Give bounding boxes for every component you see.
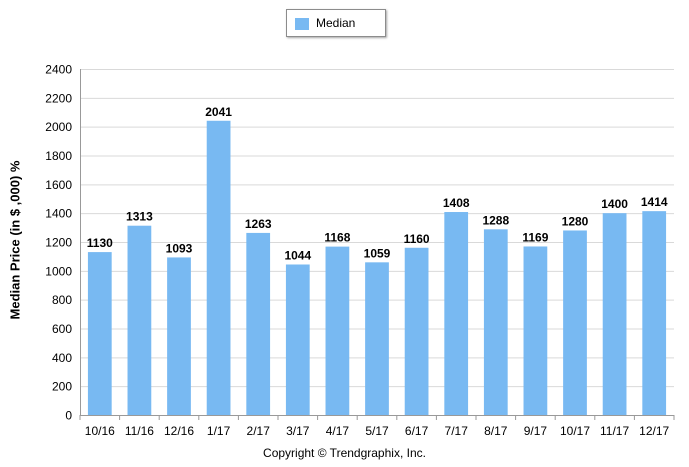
- y-tick-label: 1600: [45, 178, 72, 192]
- x-tick-label: 4/17: [326, 424, 350, 438]
- y-tick-label: 2200: [45, 91, 72, 105]
- bar-3-17: [285, 264, 310, 415]
- legend: Median: [286, 9, 386, 37]
- y-tick-label: 0: [65, 409, 72, 423]
- x-tick-label: 6/17: [405, 424, 429, 438]
- data-label: 1169: [522, 230, 548, 244]
- bar-2-17: [246, 232, 271, 415]
- bar-9-17: [523, 246, 548, 415]
- data-label: 1288: [482, 213, 509, 227]
- bar-11-16: [127, 225, 152, 415]
- data-label: 1313: [126, 210, 153, 224]
- y-tick-label: 2000: [45, 120, 72, 134]
- data-label: 1168: [324, 231, 350, 245]
- x-tick-label: 10/16: [85, 424, 115, 438]
- x-tick-label: 10/17: [560, 424, 590, 438]
- bar-10-17: [563, 230, 587, 415]
- bar-10-16: [87, 252, 112, 415]
- data-label: 1263: [245, 217, 272, 231]
- data-label: 1044: [284, 248, 311, 262]
- y-tick-label: 200: [52, 380, 72, 394]
- x-tick-label: 9/17: [524, 424, 548, 438]
- x-tick-label: 8/17: [484, 424, 508, 438]
- x-tick-label: 11/17: [600, 424, 629, 438]
- y-tick-label: 1000: [45, 264, 72, 278]
- y-tick-label: 2400: [45, 63, 72, 77]
- y-tick-label: 1800: [45, 149, 72, 163]
- bar-11-17: [602, 213, 627, 415]
- data-label: 1408: [443, 196, 470, 210]
- y-tick-label: 800: [52, 293, 72, 307]
- data-label: 1280: [562, 214, 589, 228]
- copyright-text: Copyright © Trendgraphix, Inc.: [263, 446, 426, 460]
- y-tick-label: 1200: [45, 236, 72, 250]
- data-label: 2041: [205, 105, 232, 119]
- x-tick-label: 3/17: [286, 424, 310, 438]
- bar-5-17: [365, 262, 389, 415]
- bar-6-17: [404, 247, 429, 415]
- y-tick-label: 600: [52, 322, 72, 336]
- y-tick-label: 400: [52, 351, 72, 365]
- data-label: 1093: [166, 241, 193, 255]
- bar-8-17: [483, 229, 508, 415]
- x-tick-label: 7/17: [445, 424, 469, 438]
- data-label: 1130: [87, 236, 113, 250]
- x-tick-label: 5/17: [365, 424, 389, 438]
- data-label: 1400: [601, 197, 628, 211]
- bar-7-17: [444, 212, 469, 415]
- x-tick-label: 1/17: [207, 424, 231, 438]
- legend-label-median: Median: [316, 16, 356, 30]
- bar-1-17: [206, 120, 231, 416]
- bar-4-17: [325, 246, 350, 415]
- data-label: 1160: [404, 232, 430, 246]
- data-label: 1414: [641, 195, 668, 209]
- legend-swatch-median: [295, 18, 309, 30]
- bar-12-16: [167, 257, 191, 415]
- x-tick-label: 2/17: [247, 424, 271, 438]
- x-tick-label: 12/17: [639, 424, 669, 438]
- data-label: 1059: [364, 246, 391, 260]
- bar-12-17: [642, 211, 667, 415]
- x-tick-label: 12/16: [164, 424, 194, 438]
- x-tick-label: 11/16: [125, 424, 154, 438]
- y-tick-label: 1400: [45, 207, 72, 221]
